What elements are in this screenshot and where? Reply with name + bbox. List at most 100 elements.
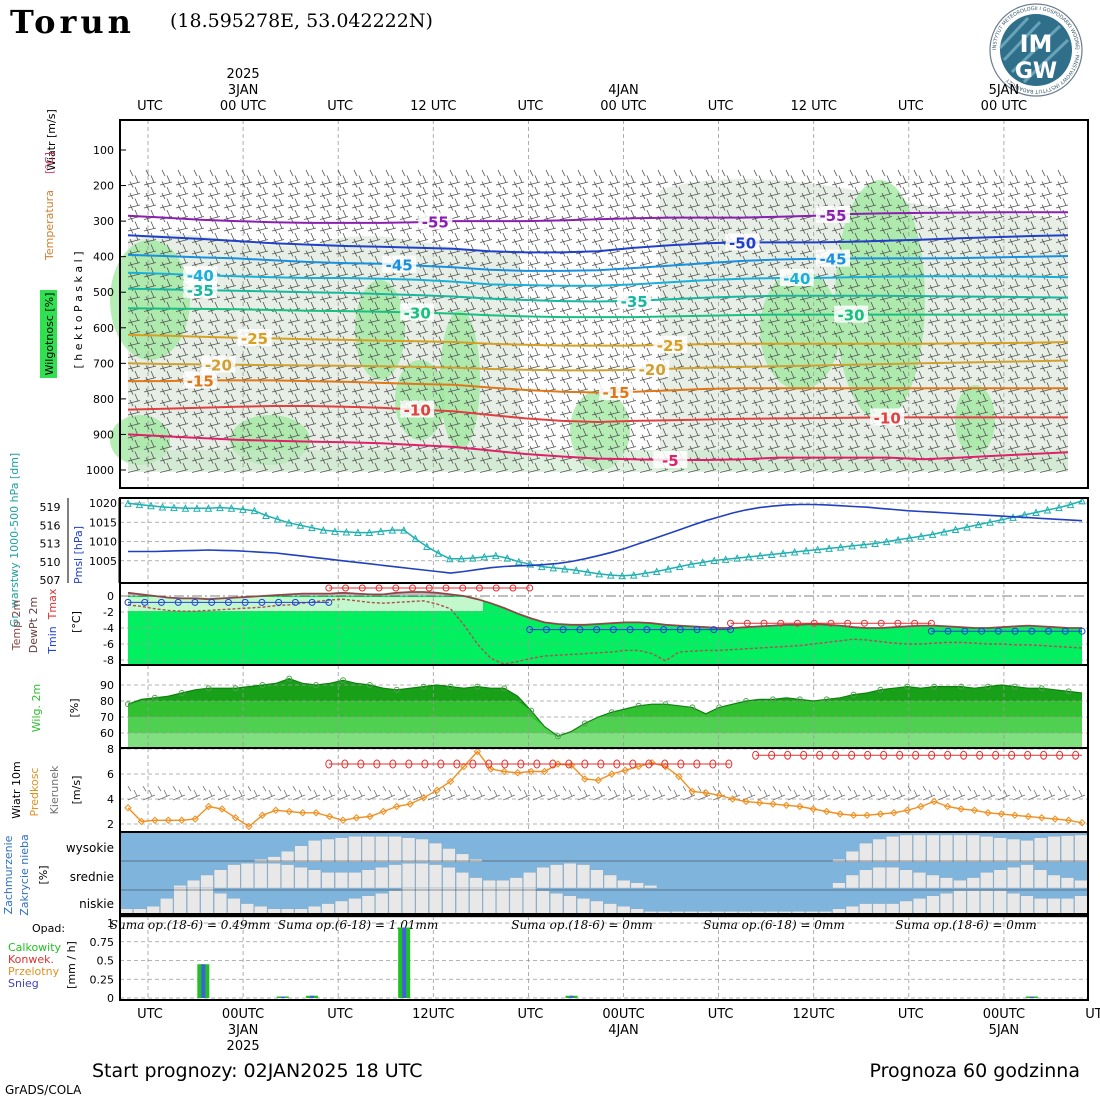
hum-tick-label: 60 bbox=[100, 727, 114, 740]
cloud-bar bbox=[254, 863, 268, 889]
tmin-marker bbox=[275, 598, 283, 606]
wind-barb bbox=[767, 422, 781, 439]
tmax-marker bbox=[475, 584, 483, 592]
wind-barb bbox=[991, 238, 1005, 255]
wind-barb bbox=[815, 169, 829, 186]
wind-barb bbox=[319, 411, 333, 427]
wind-barb bbox=[255, 411, 269, 427]
tmax-marker bbox=[760, 619, 768, 627]
wind-barb bbox=[815, 181, 829, 197]
wind-barb bbox=[719, 169, 733, 186]
wind-barb bbox=[975, 445, 989, 462]
wind-barb bbox=[927, 388, 941, 404]
wind-barb bbox=[767, 261, 781, 278]
wind-barb bbox=[255, 169, 269, 186]
wind-barb bbox=[703, 411, 717, 427]
gust-marker bbox=[373, 759, 381, 769]
cloud-bar bbox=[926, 874, 940, 889]
wind-barb bbox=[543, 457, 557, 473]
wind-barb bbox=[831, 388, 845, 404]
wind-barb bbox=[623, 250, 637, 266]
tmin-marker bbox=[291, 598, 299, 606]
humidity-marker bbox=[581, 720, 588, 727]
wind-speed-marker bbox=[285, 807, 293, 816]
tmax-marker bbox=[459, 584, 467, 592]
label-humidity-upper: Wilgotnosc [%] bbox=[43, 293, 56, 376]
wind-barb bbox=[495, 457, 509, 473]
wind-barb bbox=[399, 445, 413, 462]
isotherm-line bbox=[127, 234, 1069, 254]
wind-barb bbox=[735, 192, 749, 209]
wind-barb bbox=[127, 365, 141, 381]
wind-barb bbox=[463, 250, 477, 266]
wind-barb bbox=[1055, 342, 1069, 358]
wind-speed-marker bbox=[1037, 814, 1046, 822]
wind-barb bbox=[191, 169, 205, 186]
wind-barb bbox=[831, 422, 845, 439]
humidity-area bbox=[110, 240, 190, 360]
wind-barb bbox=[367, 422, 381, 439]
wind-barb bbox=[239, 204, 253, 220]
wind-barb bbox=[1055, 365, 1069, 381]
wind-barb bbox=[495, 399, 509, 416]
wind-barb bbox=[671, 399, 685, 416]
gust-marker bbox=[752, 750, 760, 760]
wind-barb bbox=[787, 785, 801, 801]
wind-barb bbox=[447, 376, 461, 393]
wind-barb bbox=[271, 169, 285, 186]
wind-speed-marker bbox=[1011, 811, 1019, 819]
tmin-marker bbox=[542, 626, 550, 634]
cloud-bar bbox=[1007, 867, 1021, 889]
wind-barb bbox=[1055, 434, 1069, 450]
wind-barb bbox=[719, 422, 733, 439]
cloud-bar bbox=[939, 893, 953, 915]
wind-speed-marker bbox=[352, 814, 361, 822]
humidity-marker bbox=[528, 707, 535, 714]
cloud-bar bbox=[509, 877, 523, 889]
gph-point bbox=[446, 554, 454, 563]
label-dew2m: DewPt 2m bbox=[27, 597, 40, 653]
cloud-bar bbox=[402, 863, 416, 889]
wind-barb bbox=[847, 365, 861, 381]
wind-barb bbox=[591, 434, 605, 450]
tmin-marker bbox=[609, 626, 617, 634]
wind-barb bbox=[351, 319, 365, 335]
pressure-tick-label: 700 bbox=[93, 357, 114, 370]
gph-tick-label: 516 bbox=[40, 519, 61, 532]
wind-barb bbox=[127, 445, 141, 462]
cloud-bar bbox=[644, 885, 658, 889]
wind-speed-marker bbox=[540, 767, 549, 776]
gph-point bbox=[687, 560, 696, 568]
wind-barb bbox=[623, 399, 637, 416]
top-hour-label: 00 UTC bbox=[600, 99, 646, 114]
wind-barb bbox=[991, 434, 1005, 450]
wind-barb bbox=[335, 434, 349, 450]
wind-barb bbox=[431, 181, 445, 197]
tmax-marker bbox=[793, 619, 801, 627]
cloud-bar bbox=[213, 869, 227, 889]
isotherm-label: -10 bbox=[404, 402, 431, 420]
panel-frame bbox=[119, 497, 1089, 584]
cloud-bar bbox=[536, 890, 550, 915]
gph-point bbox=[377, 527, 385, 535]
wind-barb bbox=[1039, 169, 1053, 186]
cloud-bar bbox=[415, 838, 429, 863]
precip-bar-snow bbox=[569, 995, 574, 998]
wind-barb bbox=[639, 399, 653, 416]
humidity-marker bbox=[635, 702, 642, 709]
wind-barb bbox=[157, 785, 171, 801]
precip-bar-snow bbox=[280, 996, 285, 998]
gph-point bbox=[928, 530, 937, 538]
isotherm-line bbox=[127, 253, 1069, 272]
wind-barb bbox=[287, 445, 301, 462]
wind-barb bbox=[322, 785, 336, 801]
wind-barb bbox=[863, 353, 877, 370]
precip-tick-label: 0 bbox=[107, 992, 114, 1005]
isotherm-label-bg bbox=[617, 291, 652, 309]
wind-barb bbox=[383, 388, 397, 404]
wind-barb bbox=[655, 399, 669, 416]
wind-barb bbox=[783, 192, 797, 209]
wind-speed-marker bbox=[997, 810, 1006, 818]
wind-barb bbox=[191, 399, 205, 416]
precip-panel: 1 0.75 0.5 0.25 0 Suma op.(18-6) = 0.49mm Suma… bbox=[90, 915, 1089, 1005]
